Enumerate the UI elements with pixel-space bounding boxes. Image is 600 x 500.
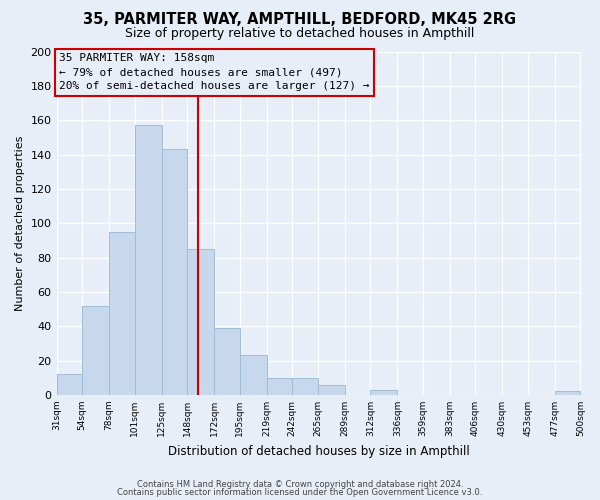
Text: Size of property relative to detached houses in Ampthill: Size of property relative to detached ho… bbox=[125, 28, 475, 40]
Bar bbox=[292, 378, 318, 395]
Bar bbox=[555, 392, 580, 395]
Bar bbox=[109, 232, 135, 395]
Text: Contains public sector information licensed under the Open Government Licence v3: Contains public sector information licen… bbox=[118, 488, 482, 497]
Bar bbox=[187, 249, 214, 395]
Y-axis label: Number of detached properties: Number of detached properties bbox=[15, 136, 25, 311]
Text: 35 PARMITER WAY: 158sqm
← 79% of detached houses are smaller (497)
20% of semi-d: 35 PARMITER WAY: 158sqm ← 79% of detache… bbox=[59, 53, 370, 91]
Bar bbox=[318, 384, 345, 395]
Bar bbox=[240, 356, 266, 395]
Text: Contains HM Land Registry data © Crown copyright and database right 2024.: Contains HM Land Registry data © Crown c… bbox=[137, 480, 463, 489]
Text: 35, PARMITER WAY, AMPTHILL, BEDFORD, MK45 2RG: 35, PARMITER WAY, AMPTHILL, BEDFORD, MK4… bbox=[83, 12, 517, 28]
Bar bbox=[82, 306, 109, 395]
Bar bbox=[266, 378, 292, 395]
Bar bbox=[56, 374, 82, 395]
Bar bbox=[214, 328, 240, 395]
X-axis label: Distribution of detached houses by size in Ampthill: Distribution of detached houses by size … bbox=[167, 444, 469, 458]
Bar bbox=[370, 390, 397, 395]
Bar bbox=[161, 150, 187, 395]
Bar bbox=[135, 126, 161, 395]
